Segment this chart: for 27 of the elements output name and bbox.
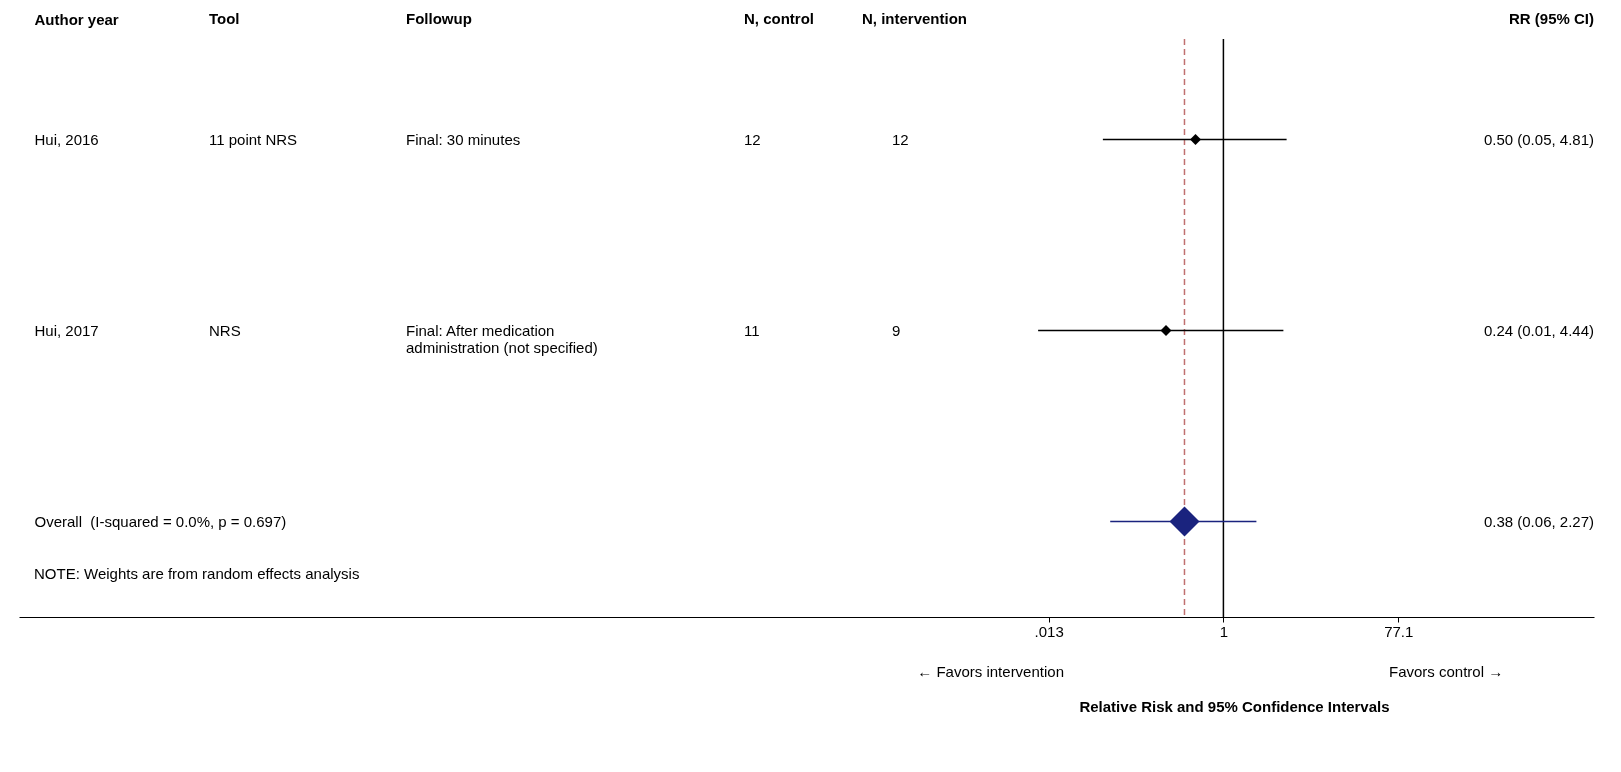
annotation: 11	[744, 321, 760, 339]
y-tick-label: Hui, 2017	[34, 321, 99, 339]
annotation: NOTE: Weights are from random effects analysis	[34, 565, 360, 582]
x-tick-label: 77.1	[1384, 622, 1414, 640]
annotation: 9	[892, 321, 901, 339]
text: Favors control →	[1389, 663, 1504, 680]
x-axis-title: Relative Risk and 95% Confidence Intervals	[1079, 697, 1390, 715]
text: ← Favors intervention	[917, 663, 1064, 680]
annotation: Final: 30 minutes	[406, 130, 521, 148]
y-tick-label: Overall (I-squared = 0.0%, p = 0.697)	[34, 512, 287, 530]
annotation: 0.50 (0.05, 4.81)	[1483, 130, 1594, 148]
text: Followup	[406, 10, 472, 27]
text: N, intervention	[862, 10, 968, 27]
x-tick-label: 1	[1219, 622, 1229, 640]
y-tick-label: Hui, 2016	[34, 130, 99, 148]
annotation: 0.38 (0.06, 2.27)	[1483, 512, 1594, 530]
annotation: 12	[744, 130, 761, 148]
x-tick-label: .013	[1034, 622, 1064, 640]
text: N, control	[744, 10, 814, 27]
annotation: 0.24 (0.01, 4.44)	[1483, 321, 1594, 339]
text: Tool	[209, 10, 240, 27]
y2-axis-title: RR (95% CI)	[1508, 10, 1594, 27]
annotation: NRS	[209, 321, 241, 339]
y-axis-title: Author year	[34, 10, 119, 28]
annotation: 12	[892, 130, 909, 148]
annotation: Final: After medication administration (not specified)	[406, 321, 598, 356]
annotation: 11 point NRS	[209, 130, 298, 148]
